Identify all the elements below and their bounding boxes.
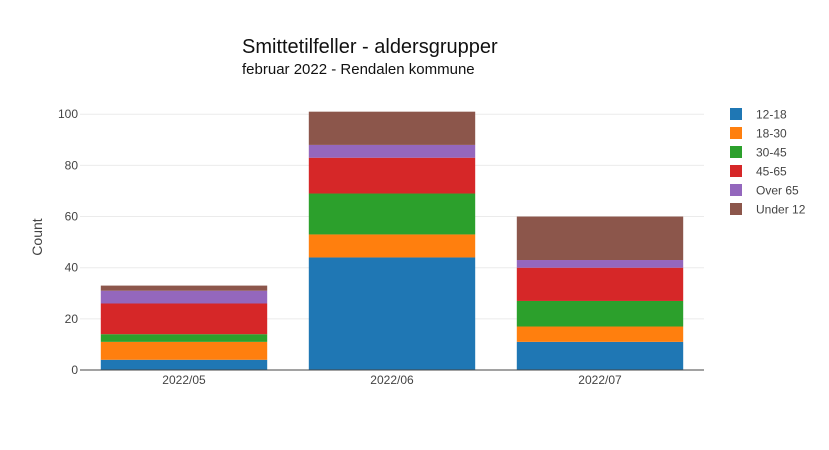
y-tick-label: 0 bbox=[71, 363, 78, 377]
bar-segment bbox=[308, 257, 476, 370]
y-tick-label: 80 bbox=[65, 158, 79, 172]
legend-label[interactable]: 45-65 bbox=[756, 165, 787, 179]
y-tick-label: 100 bbox=[58, 107, 78, 121]
bar-segment bbox=[516, 300, 684, 327]
y-tick-label: 20 bbox=[65, 312, 79, 326]
y-tick-label: 40 bbox=[65, 261, 79, 275]
y-axis: 0 20 40 60 80 100 bbox=[58, 107, 78, 377]
bar-segment bbox=[308, 234, 476, 258]
legend-label[interactable]: Under 12 bbox=[756, 203, 806, 217]
bar-segment bbox=[516, 341, 684, 370]
bar-segment bbox=[308, 157, 476, 194]
legend-label[interactable]: 18-30 bbox=[756, 127, 787, 141]
bar-segment bbox=[516, 216, 684, 261]
chart-subtitle: februar 2022 - Rendalen kommune bbox=[242, 61, 475, 78]
legend-label[interactable]: 12-18 bbox=[756, 108, 787, 122]
legend-swatch[interactable] bbox=[730, 146, 742, 158]
bar-segment bbox=[100, 303, 268, 335]
bar-segment bbox=[100, 341, 268, 360]
bar-segment bbox=[308, 144, 476, 158]
y-tick-label: 60 bbox=[65, 210, 79, 224]
bar-segment bbox=[516, 326, 684, 342]
chart-title: Smittetilfeller - aldersgrupper bbox=[242, 36, 498, 58]
bar-segment bbox=[100, 359, 268, 370]
bar-segment bbox=[100, 290, 268, 304]
bar-segment bbox=[308, 111, 476, 145]
bar-segment bbox=[516, 260, 684, 268]
bar-segment bbox=[308, 193, 476, 235]
y-axis-label: Count bbox=[29, 218, 45, 255]
legend-swatch[interactable] bbox=[730, 127, 742, 139]
legend-swatch[interactable] bbox=[730, 165, 742, 177]
legend-swatch[interactable] bbox=[730, 203, 742, 215]
x-tick-label: 2022/05 bbox=[162, 373, 206, 387]
x-tick-label: 2022/06 bbox=[370, 373, 414, 387]
x-tick-label: 2022/07 bbox=[578, 373, 622, 387]
bar-segment bbox=[516, 267, 684, 301]
legend-swatch[interactable] bbox=[730, 184, 742, 196]
legend: 12-18 18-30 30-45 45-65 Over 65 Under 12 bbox=[730, 108, 806, 217]
legend-label[interactable]: 30-45 bbox=[756, 146, 787, 160]
legend-label[interactable]: Over 65 bbox=[756, 184, 799, 198]
bars bbox=[100, 111, 684, 370]
bar-segment bbox=[100, 285, 268, 291]
bar-segment bbox=[100, 334, 268, 342]
x-axis: 2022/05 2022/06 2022/07 bbox=[80, 369, 704, 387]
legend-swatch[interactable] bbox=[730, 108, 742, 120]
